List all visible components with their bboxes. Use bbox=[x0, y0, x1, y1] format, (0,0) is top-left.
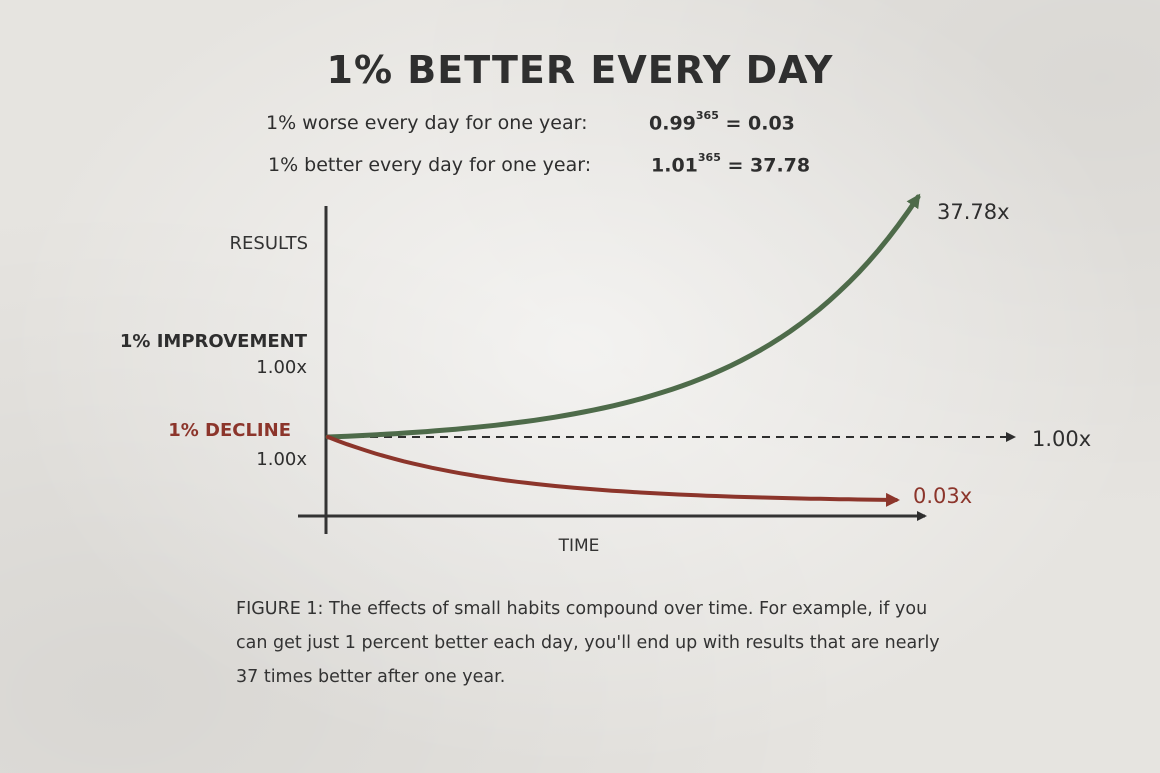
equation-worse-base: 0.99 bbox=[649, 112, 696, 135]
equation-worse-value: 0.99365 = 0.03 bbox=[649, 109, 795, 135]
improvement-end-label: 37.78x bbox=[937, 200, 1010, 224]
y-axis-label: RESULTS bbox=[230, 233, 308, 254]
decline-series-line bbox=[326, 435, 900, 507]
equation-better-label: 1% better every day for one year: bbox=[268, 154, 592, 176]
equation-better-exponent: 365 bbox=[697, 151, 721, 164]
equation-better-value: 1.01365 = 37.78 bbox=[651, 151, 811, 177]
chart-title: 1% BETTER EVERY DAY bbox=[326, 48, 834, 92]
equation-better-result: = 37.78 bbox=[727, 154, 811, 177]
decline-start-label: 1.00x bbox=[256, 449, 307, 470]
baseline-label: 1.00x bbox=[1032, 427, 1091, 451]
decline-end-label: 0.03x bbox=[913, 484, 972, 508]
figure-caption: FIGURE 1: The effects of small habits co… bbox=[236, 599, 940, 687]
equation-worse-result: = 0.03 bbox=[725, 112, 795, 135]
equation-worse-label: 1% worse every day for one year: bbox=[266, 112, 588, 134]
improvement-series-name: 1% IMPROVEMENT bbox=[120, 331, 308, 352]
decline-series-name: 1% DECLINE bbox=[168, 420, 291, 441]
equation-worse-exponent: 365 bbox=[695, 109, 719, 122]
improvement-series-line bbox=[325, 193, 921, 440]
improvement-start-label: 1.00x bbox=[256, 357, 307, 378]
equation-better-base: 1.01 bbox=[651, 154, 698, 177]
x-axis-label: TIME bbox=[558, 536, 600, 556]
